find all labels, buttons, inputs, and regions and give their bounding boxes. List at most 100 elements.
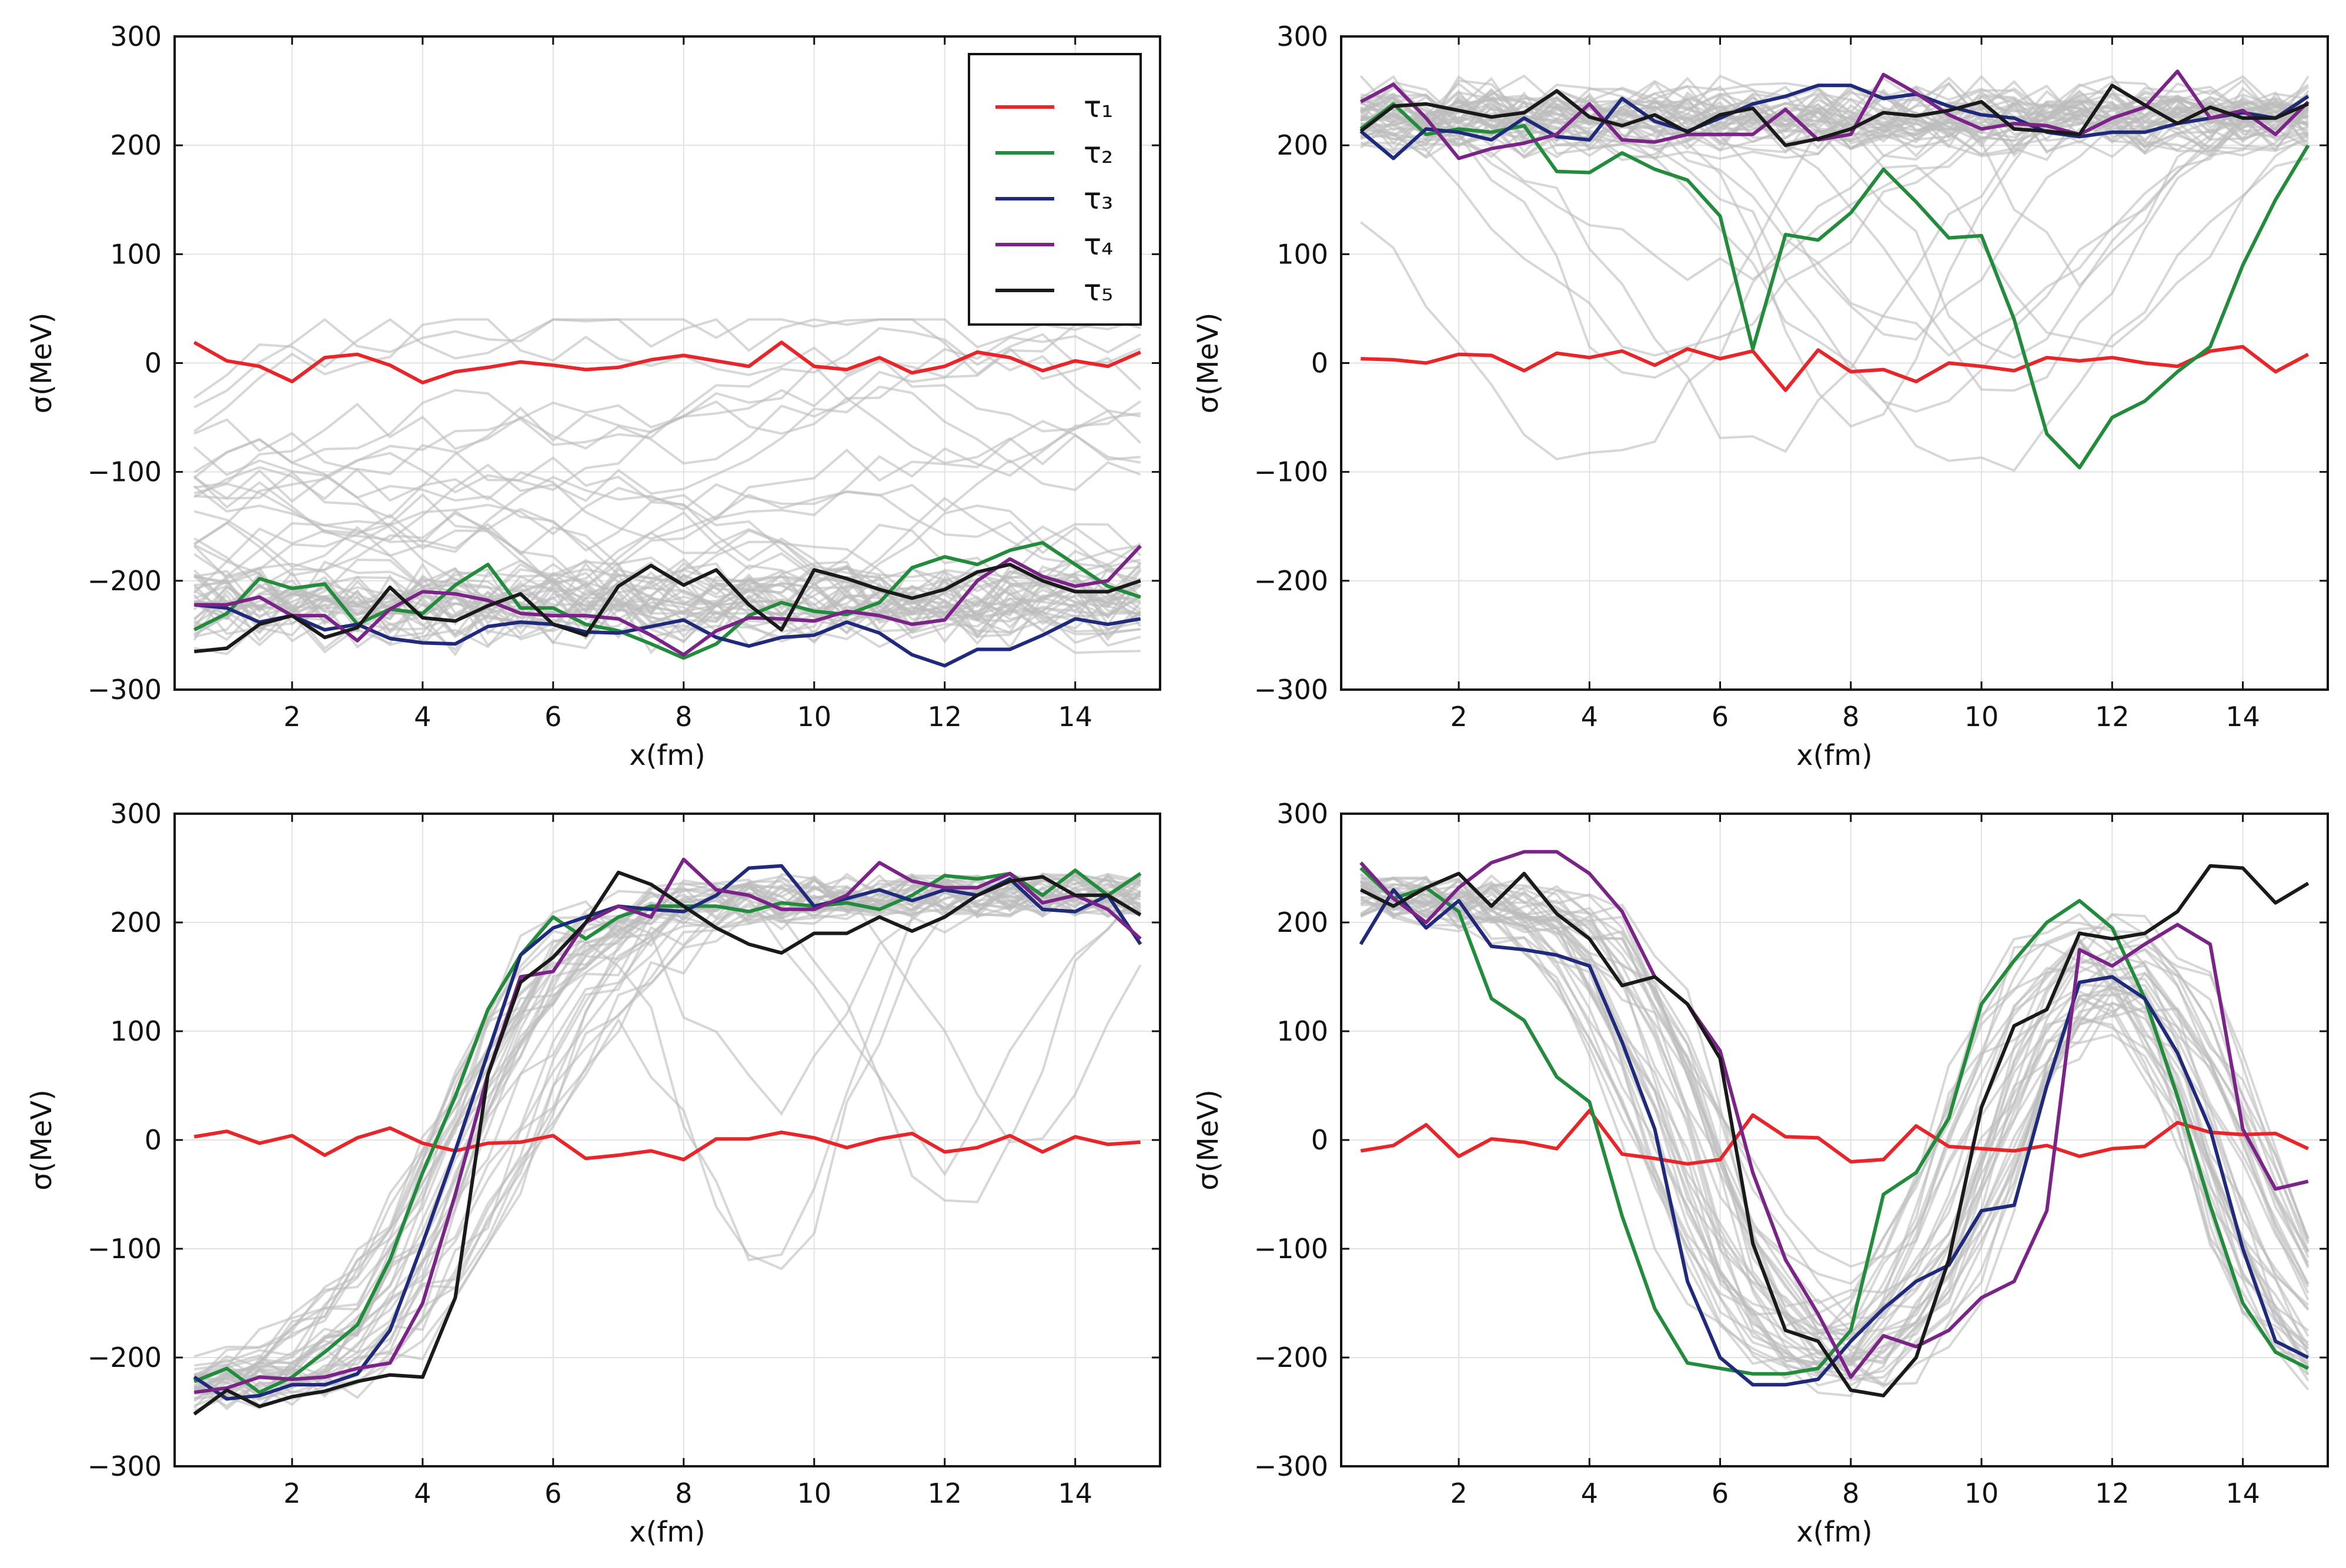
- series-line-tau1: [193, 340, 1141, 385]
- x-axis-label: x(fm): [629, 1516, 706, 1549]
- series-line-tau1: [1360, 1109, 2309, 1166]
- background-line: [1361, 95, 2309, 392]
- background-line: [193, 872, 1141, 1395]
- chart-panel-top-right: 2 4 6 8 10 12 14 −300 −200 −100 0 100 200 300 x(fm) σ(M…: [1192, 21, 2329, 772]
- background-ensemble: [1359, 872, 2310, 1398]
- series-line-tau4: [1359, 850, 2309, 1379]
- y-tick-label: 200: [1276, 129, 1328, 161]
- y-tick-label: 200: [110, 907, 162, 938]
- background-line: [1361, 878, 2310, 1365]
- y-tick-label: 0: [145, 347, 162, 379]
- series-line-tau3: [193, 864, 1142, 1401]
- x-tick-label: 10: [797, 701, 831, 733]
- x-tick-label: 2: [1450, 701, 1467, 733]
- x-tick-label: 8: [1842, 1477, 1859, 1509]
- y-tick-label: −200: [1254, 565, 1328, 597]
- series-line-tau3: [1359, 83, 2310, 161]
- background-line: [1361, 79, 2310, 131]
- background-line: [194, 873, 1141, 1400]
- y-tick-label: 100: [110, 238, 162, 270]
- background-line: [193, 872, 1141, 1393]
- series-line-tau4: [1359, 69, 2310, 161]
- background-line: [193, 400, 1141, 567]
- x-tick-label: 4: [414, 1477, 431, 1509]
- legend-label-tau1: τ₁: [1084, 90, 1113, 124]
- background-line: [193, 496, 1141, 614]
- background-line: [1361, 877, 2310, 1398]
- background-line: [193, 878, 1141, 1410]
- series-line-tau2: [193, 541, 1141, 660]
- x-tick-label: 6: [1712, 1477, 1729, 1509]
- background-line: [194, 459, 1141, 540]
- background-line: [193, 561, 1142, 624]
- x-axis-label: x(fm): [1796, 1516, 1873, 1549]
- series-group: [193, 340, 1142, 668]
- legend-label-tau4: τ₄: [1084, 228, 1113, 262]
- legend: τ₁ τ₂ τ₃ τ₄ τ₅: [968, 53, 1142, 326]
- y-tick-label: 300: [110, 21, 162, 52]
- x-tick-label: 12: [927, 701, 962, 733]
- background-line: [193, 385, 1141, 541]
- background-line: [1360, 883, 2310, 1368]
- y-axis-label: σ(MeV): [1192, 1089, 1225, 1191]
- background-line: [1360, 885, 2310, 1332]
- y-axis-label: σ(MeV): [25, 313, 58, 414]
- y-tick-label: 0: [1311, 1124, 1328, 1156]
- x-tick-label: 6: [1712, 701, 1729, 733]
- y-tick-label: 100: [1276, 1015, 1328, 1047]
- legend-frame: [968, 53, 1142, 326]
- background-line: [1360, 96, 2309, 288]
- x-tick-label: 14: [1058, 701, 1092, 733]
- background-line: [1360, 877, 2310, 1356]
- background-line: [194, 571, 1141, 631]
- x-tick-label: 10: [1964, 701, 1999, 733]
- background-line: [193, 318, 1142, 444]
- y-tick-label: 100: [110, 1015, 162, 1047]
- background-line: [193, 482, 1141, 593]
- x-tick-label: 12: [2095, 1477, 2130, 1509]
- background-line: [1360, 96, 2308, 461]
- series-line-tau5: [193, 563, 1141, 654]
- series-line-tau5: [193, 870, 1142, 1416]
- legend-label-tau2: τ₂: [1084, 136, 1113, 170]
- background-line: [193, 574, 1141, 636]
- x-tick-label: 2: [283, 1477, 300, 1509]
- background-line: [193, 446, 1142, 594]
- x-tick-label: 4: [414, 701, 431, 733]
- y-tick-label: −200: [88, 1342, 162, 1373]
- background-line: [1361, 95, 2309, 357]
- background-line: [193, 583, 1141, 646]
- background-line: [193, 893, 1141, 1398]
- y-tick-label: −300: [1254, 1450, 1328, 1482]
- series-line-tau2: [1359, 102, 2310, 470]
- x-tick-label: 4: [1581, 1477, 1598, 1509]
- chart-panel-top-left: 2 4 6 8 10 12 14 −300 −200 −100 0 100 200 300 x(fm) σ(M…: [25, 21, 1161, 772]
- chart-panel-bottom-left: 2 4 6 8 10 12 14 −300 −200 −100 0 100 200 300 x(fm) σ(M…: [25, 798, 1161, 1549]
- background-line: [193, 486, 1141, 615]
- chart-panel-bottom-right: 2 4 6 8 10 12 14 −300 −200 −100 0 100 200 300 x(fm) σ(M…: [1192, 798, 2329, 1549]
- y-tick-label: −300: [88, 674, 162, 706]
- background-line: [1360, 872, 2310, 1380]
- y-tick-label: 0: [145, 1124, 162, 1156]
- y-tick-label: −300: [1254, 674, 1328, 706]
- x-tick-label: 14: [1058, 1477, 1092, 1509]
- series-line-tau2: [193, 868, 1142, 1395]
- series-group: [193, 857, 1142, 1416]
- y-tick-label: −100: [1254, 1233, 1328, 1265]
- background-line: [1360, 93, 2308, 150]
- series-group: [1359, 69, 2310, 470]
- background-line: [193, 875, 1141, 1382]
- y-axis-label: σ(MeV): [25, 1089, 58, 1191]
- series-line-tau4: [194, 544, 1142, 657]
- series-line-tau5: [1359, 83, 2309, 148]
- background-line: [193, 872, 1141, 1358]
- series-line-tau1: [193, 1126, 1141, 1162]
- y-tick-label: 0: [1311, 347, 1328, 379]
- y-tick-label: −100: [88, 456, 162, 488]
- x-tick-label: 14: [2225, 701, 2260, 733]
- y-tick-label: 200: [110, 129, 162, 161]
- background-line: [193, 872, 1141, 1400]
- x-tick-label: 8: [1842, 701, 1859, 733]
